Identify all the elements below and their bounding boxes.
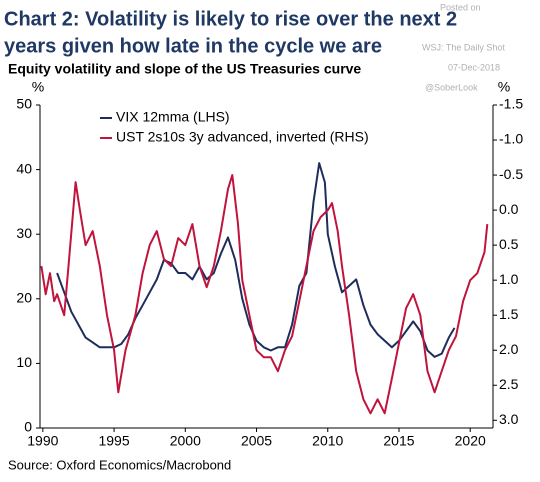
x-tick-label: 1990 bbox=[27, 433, 58, 449]
y2-tick-label: -0.5 bbox=[499, 166, 523, 182]
chart-title: Chart 2: Volatility is likely to rise ov… bbox=[4, 8, 457, 30]
legend-label: UST 2s10s 3y advanced, inverted (RHS) bbox=[116, 129, 369, 145]
x-tick-label: 2020 bbox=[455, 433, 486, 449]
y2-tick-label: 1.5 bbox=[499, 306, 519, 322]
x-tick-label: 2015 bbox=[383, 433, 414, 449]
source: Source: Oxford Economics/Macrobond bbox=[8, 457, 231, 472]
x-tick-label: 2000 bbox=[170, 433, 201, 449]
watermark: @SoberLook bbox=[425, 82, 478, 92]
y2-tick-label: 1.0 bbox=[499, 271, 519, 287]
watermark: WSJ: The Daily Shot bbox=[422, 42, 505, 52]
y-tick-label: 50 bbox=[16, 96, 32, 112]
y2-axis-unit: % bbox=[498, 79, 510, 95]
y-tick-label: 30 bbox=[16, 225, 32, 241]
x-tick-label: 2010 bbox=[312, 433, 343, 449]
y2-tick-label: 0.5 bbox=[499, 236, 519, 252]
series-line bbox=[40, 174, 489, 415]
y2-tick-label: -1.5 bbox=[499, 96, 523, 112]
y2-tick-label: 2.0 bbox=[499, 341, 519, 357]
x-tick-label: 1995 bbox=[98, 433, 129, 449]
y-axis-unit: % bbox=[32, 79, 44, 95]
y-tick-label: 10 bbox=[16, 354, 32, 370]
legend-label: VIX 12mma (LHS) bbox=[116, 109, 230, 125]
y2-tick-label: -1.0 bbox=[499, 131, 523, 147]
watermark: 07-Dec-2018 bbox=[448, 62, 500, 72]
chart-subtitle: Equity volatility and slope of the US Tr… bbox=[8, 61, 361, 77]
y-tick-label: 0 bbox=[24, 419, 32, 435]
series-line bbox=[56, 162, 456, 358]
chart-title: years given how late in the cycle we are bbox=[4, 35, 382, 57]
y2-tick-label: 0.0 bbox=[499, 201, 519, 217]
y-tick-label: 20 bbox=[16, 290, 32, 306]
y-tick-label: 40 bbox=[16, 160, 32, 176]
y2-tick-label: 2.5 bbox=[499, 376, 519, 392]
x-tick-label: 2005 bbox=[241, 433, 272, 449]
watermark: Posted on bbox=[440, 2, 481, 12]
y2-tick-label: 3.0 bbox=[499, 411, 519, 427]
